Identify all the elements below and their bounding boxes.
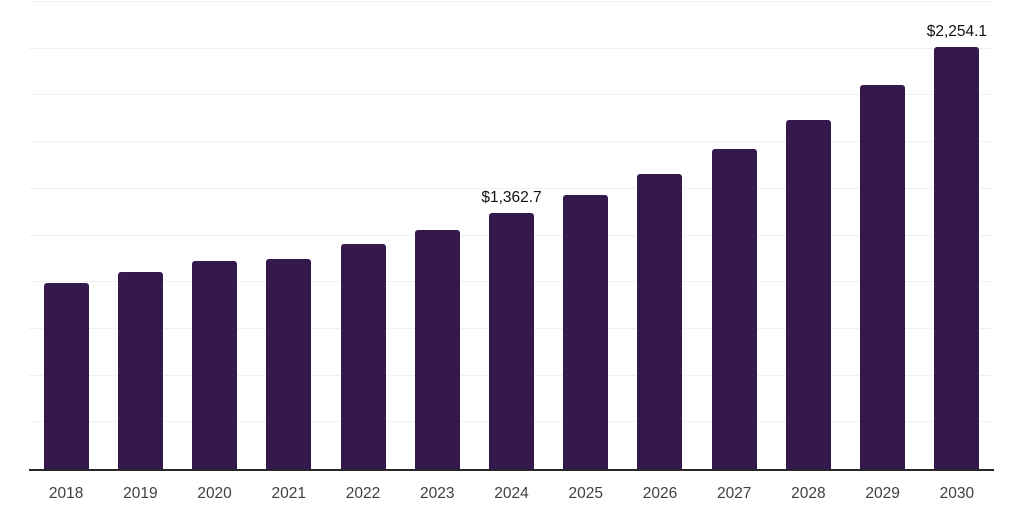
x-axis-label-2028: 2028 (791, 485, 826, 502)
x-axis-label-2024: 2024 (494, 485, 529, 502)
bar-2022 (340, 243, 386, 470)
x-axis-label-2026: 2026 (642, 485, 678, 502)
x-axis-label-2020: 2020 (197, 485, 232, 502)
bar-2020 (192, 260, 238, 470)
bar-2028 (785, 120, 831, 470)
bar-2026 (637, 173, 683, 470)
gridline (29, 141, 994, 143)
x-axis-label-2030: 2030 (939, 485, 975, 502)
x-axis-label-2021: 2021 (271, 485, 307, 502)
bar-value-label-2024: $1,362.7 (481, 189, 542, 207)
x-axis-label-2023: 2023 (420, 485, 455, 502)
x-axis-label-2027: 2027 (716, 485, 752, 502)
bar-2030 (934, 46, 980, 470)
x-axis-label-2018: 2018 (48, 485, 84, 502)
bar-2027 (711, 149, 757, 470)
bar-2023 (414, 230, 460, 470)
bar-2019 (117, 271, 163, 470)
bar-2024 (489, 213, 534, 470)
bar-value-label-2030: $2,254.1 (926, 22, 988, 40)
x-axis-line (29, 469, 994, 471)
x-axis-label-2022: 2022 (345, 485, 381, 502)
x-axis-label-2019: 2019 (123, 485, 158, 502)
bar-2018 (43, 283, 89, 470)
bar-2029 (860, 85, 906, 470)
x-axis-label-2025: 2025 (568, 485, 603, 502)
gridline (29, 94, 994, 96)
gridline (29, 1, 994, 2)
gridline (29, 187, 994, 189)
x-axis-label-2029: 2029 (865, 485, 900, 502)
gridline (29, 47, 994, 49)
bar-2025 (563, 195, 609, 470)
bar-2021 (266, 259, 312, 470)
